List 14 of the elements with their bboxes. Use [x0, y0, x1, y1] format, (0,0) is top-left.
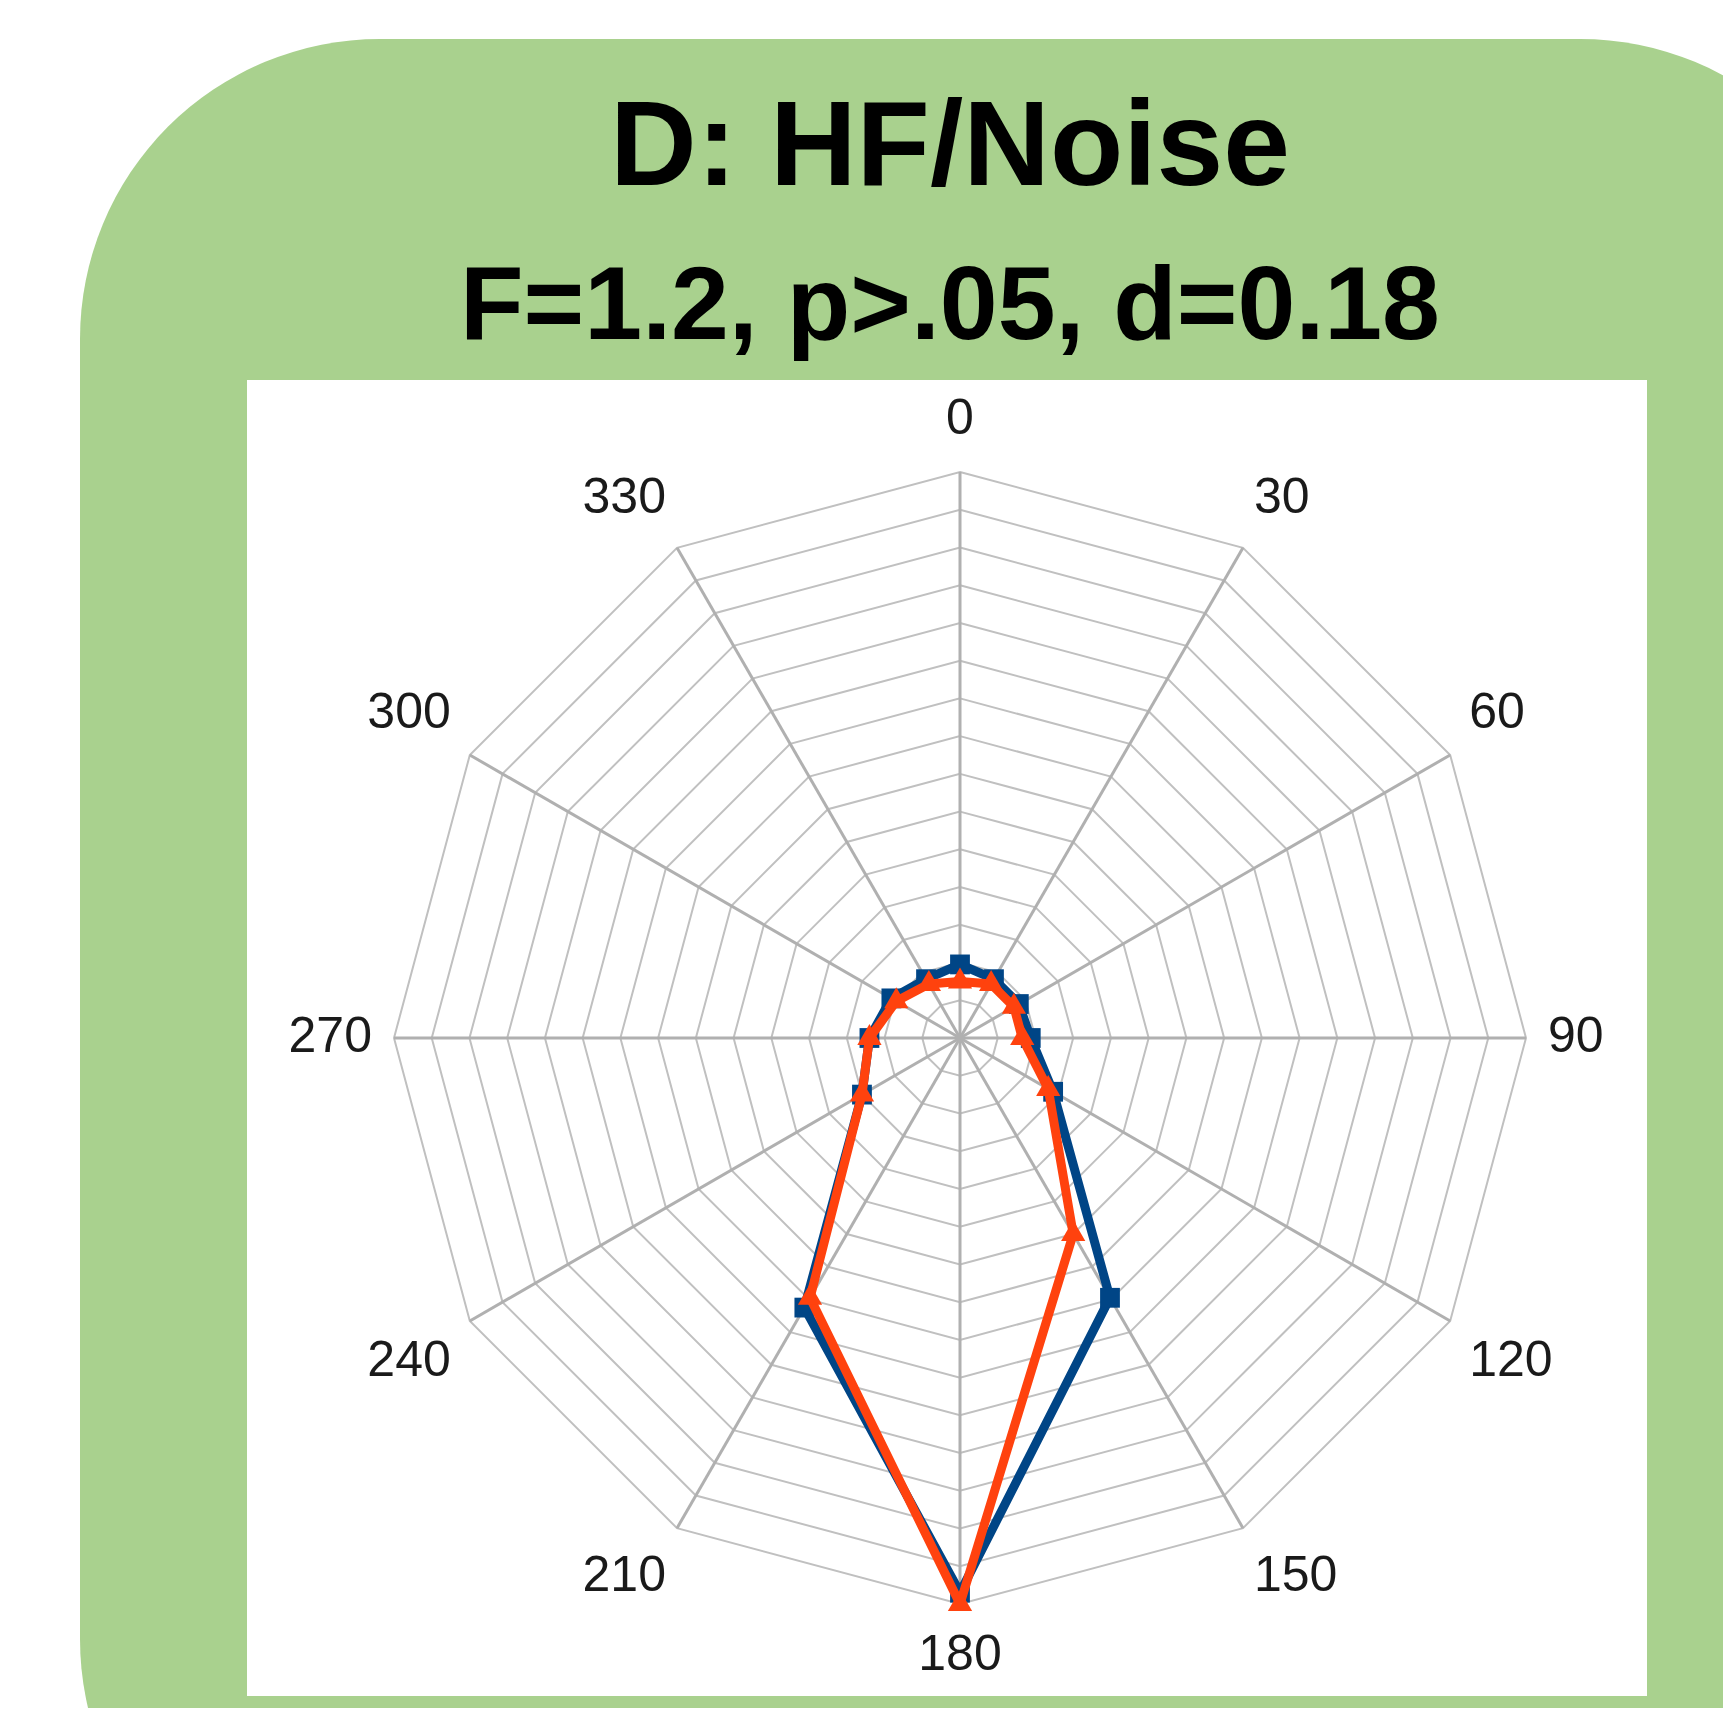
- spoke-label: 180: [918, 1624, 1002, 1681]
- spoke-label: 240: [367, 1330, 451, 1387]
- chart-title: D: HF/Noise: [608, 75, 1291, 212]
- spoke-label: 30: [1254, 467, 1310, 524]
- chart-subtitle: F=1.2, p>.05, d=0.18: [459, 244, 1441, 363]
- spoke-label: 90: [1548, 1006, 1604, 1063]
- spoke-label: 270: [288, 1006, 372, 1063]
- spoke-label: 210: [582, 1546, 666, 1602]
- spoke-label: 150: [1254, 1546, 1338, 1602]
- spoke-label: 60: [1469, 682, 1525, 739]
- spoke-label: 300: [367, 682, 451, 739]
- spoke-label: 0: [946, 388, 974, 445]
- spoke-label: 120: [1469, 1330, 1553, 1387]
- spoke-label: 330: [582, 467, 666, 524]
